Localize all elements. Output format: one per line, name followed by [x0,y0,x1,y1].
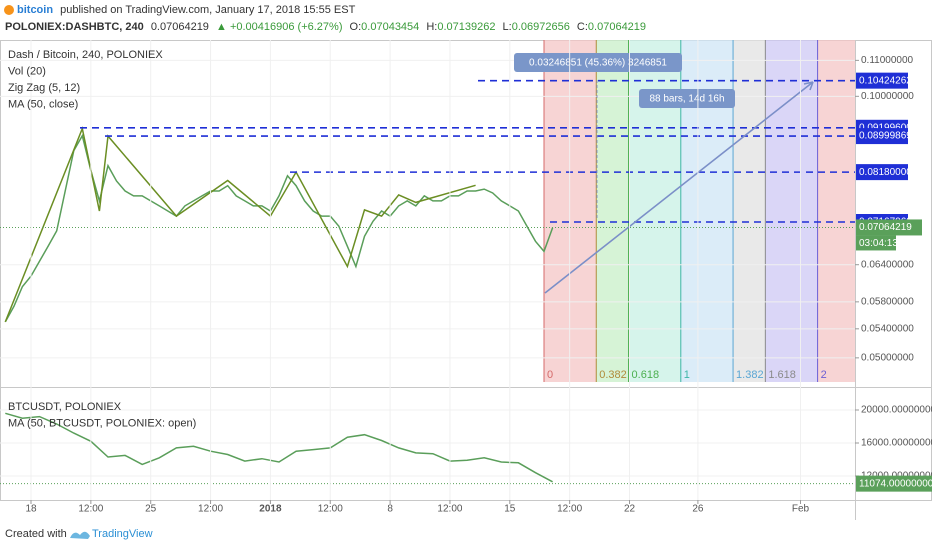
y-tick-label: 0.05000000 [861,352,914,363]
y-tick-label: 20000.00000000 [861,405,932,416]
axes: 18 12:00 25 12:00 2018 12:00 8 12:00 15 12:00 22 26… [8,40,932,515]
fib-label: 1 [684,369,690,381]
ohlc-value: 0.07064219 [588,21,646,33]
legend-entry: MA (50, close) [8,98,78,110]
fib-label: 2 [821,369,827,381]
x-tick-label: 8 [387,504,393,515]
ohlc-value: 0.07043454 [361,21,419,33]
fib-label: 0.618 [632,369,660,381]
fib-time-zone: 0 0.382 0.618 1 1.382 1.618 2 [543,40,855,382]
fib-label: 0 [547,369,553,381]
fib-zone [817,40,855,382]
y-tick-label: 0.05800000 [861,296,914,307]
header: bitcoin published on TradingView.com, Ja… [4,4,646,33]
level-label-box [856,164,908,181]
fib-label: 1.382 [736,369,764,381]
x-tick-label: Feb [792,504,810,515]
ohlc-value: 0.06972656 [512,21,570,33]
main-pane [0,59,855,359]
price-line [5,412,553,483]
footer-brand[interactable]: TradingView [92,528,153,540]
level-label: 0.08180000 [859,167,912,178]
x-tick-label: 15 [504,504,516,515]
x-tick-label: 25 [145,504,157,515]
y-tick-label: 0.11000000 [861,55,914,66]
y-tick-label: 0.05400000 [861,323,914,334]
legend-entry: Vol (20) [8,65,46,77]
measure-label: 88 bars, 14d 16h [649,94,724,105]
measure-box [514,53,682,72]
last-price: 0.07064219 [151,21,209,33]
footer-created: Created with [5,528,67,540]
price-line [4,133,554,323]
fib-label: 1.618 [768,369,796,381]
level-label: 0.08999869 [859,131,912,142]
change: ▲ +0.00416906 (+6.27%) [216,21,342,33]
fib-zone [733,40,766,382]
header-line-1: bitcoin published on TradingView.com, Ja… [17,4,356,16]
legend-entry: Zig Zag (5, 12) [8,82,80,94]
current-price-label: 0.07064219 [859,222,912,233]
fib-zone [765,40,818,382]
level-label: 0.09199600 [859,122,912,133]
x-tick-label: 12:00 [557,504,582,515]
y-tick-label: 16000.00000000 [861,438,932,449]
ohlc-label: L: [503,21,512,33]
tradingview-logo [70,531,90,539]
ohlc-label: H: [426,21,437,33]
header-line-2: POLONIEX:DASHBTC, 240 0.07064219 ▲ +0.00… [5,21,646,33]
symbol: POLONIEX:DASHBTC, 240 [5,21,144,33]
legend-entry: BTCUSDT, POLONIEX [8,401,122,413]
x-tick-label: 2018 [259,504,282,515]
x-tick-label: 12:00 [198,504,223,515]
arrow-head [803,81,814,91]
price-line [4,126,476,323]
current-price-box [856,219,922,236]
x-tick-label: 26 [692,504,704,515]
ohlc-value: 0.07139262 [437,21,495,33]
x-tick-label: 12:00 [437,504,462,515]
lower-pane [0,409,855,485]
author-avatar [4,5,14,15]
ohlc-label: C: [577,21,588,33]
x-tick-label: 22 [624,504,636,515]
published: published on TradingView.com, January 17… [60,4,355,16]
author[interactable]: bitcoin [17,4,53,16]
measure-label: 0.03246851 (45.36%) 3246851 [529,58,667,69]
measure-box [639,89,735,108]
x-tick-label: 12:00 [318,504,343,515]
ohlc-label: O: [350,21,362,33]
current-price-box [856,475,932,492]
y-tick-label: 0.06400000 [861,259,914,270]
timer-box [856,235,896,251]
legend-entry: Dash / Bitcoin, 240, POLONIEX [8,49,163,61]
x-tick-label: 18 [25,504,37,515]
fib-zone [596,40,629,382]
fib-label: 0.382 [599,369,627,381]
timer-label: 03:04:13 [859,238,898,249]
current-price-label: 11074.00000000 [859,478,932,489]
trend-arrow[interactable] [544,81,814,294]
legend-entry: MA (50, BTCUSDT, POLONIEX: open) [8,417,196,429]
x-tick-label: 12:00 [78,504,103,515]
level-label-box [856,128,908,145]
y-tick-label: 0.10000000 [861,91,914,102]
level-label-box [856,72,908,89]
level-label: 0.10424262 [859,75,912,86]
